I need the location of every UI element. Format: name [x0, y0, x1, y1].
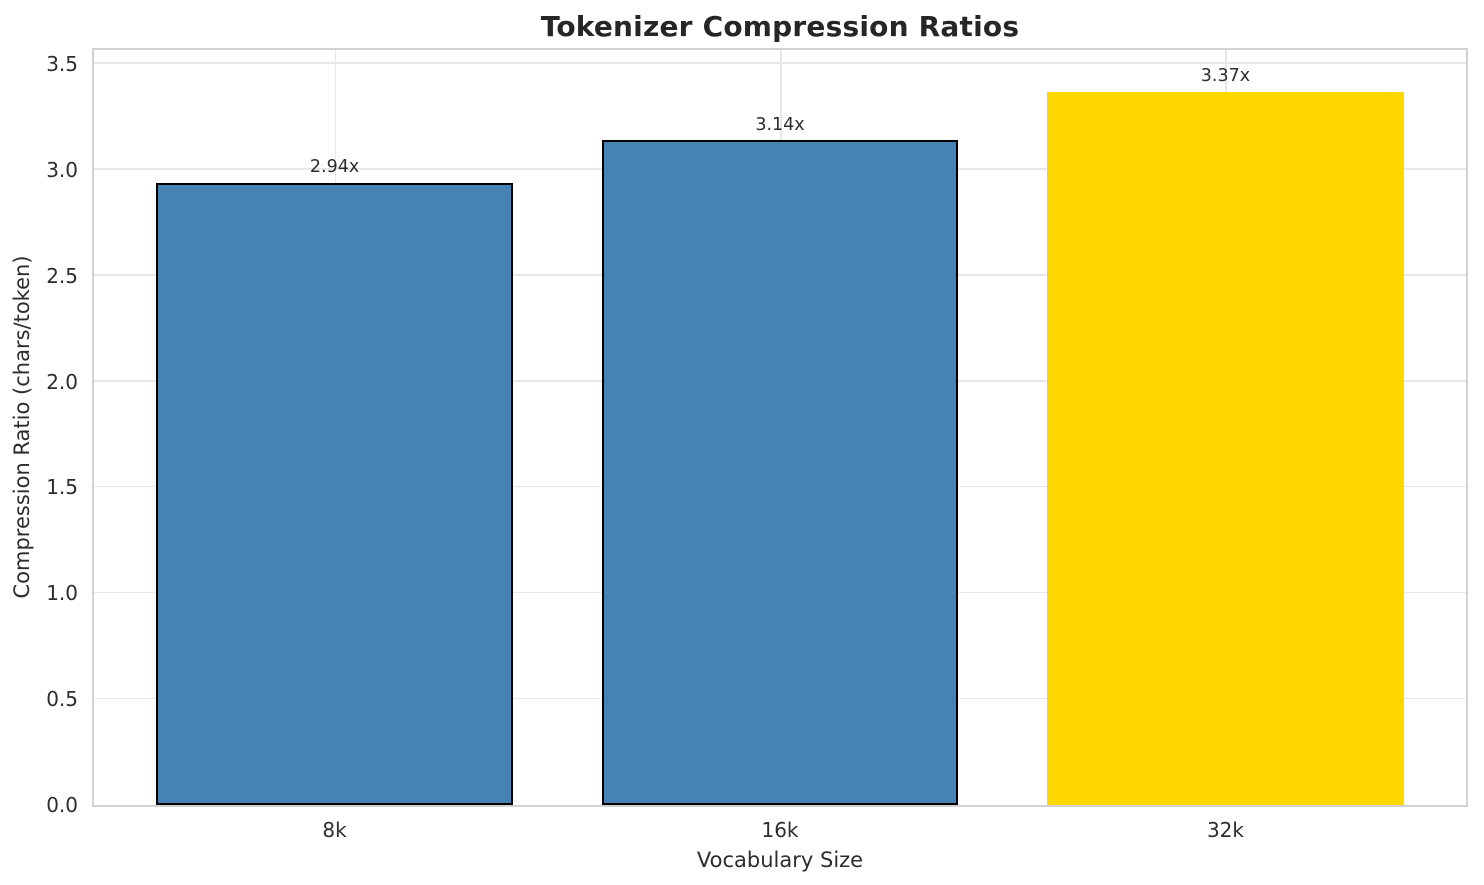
bar-value-label: 3.14x — [755, 114, 805, 135]
chart-title: Tokenizer Compression Ratios — [540, 10, 1020, 43]
y-tick-label: 3.0 — [46, 157, 78, 182]
bar-32k — [1047, 91, 1404, 805]
x-axis-title: Vocabulary Size — [696, 848, 864, 872]
y-tick-label: 3.5 — [46, 51, 78, 76]
bar-8k — [156, 182, 513, 805]
x-tick-label: 32k — [1206, 818, 1244, 842]
bar-value-label: 2.94x — [309, 157, 360, 178]
y-tick-label: 2.0 — [46, 369, 78, 394]
y-tick-label: 2.5 — [46, 263, 78, 288]
x-axis-tick-labels: 8k 16k 32k — [94, 816, 1466, 844]
y-tick-label: 1.5 — [46, 475, 78, 500]
x-tick-label: 8k — [322, 818, 347, 842]
y-tick-label: 0.5 — [46, 687, 78, 712]
y-tick-label: 1.0 — [46, 581, 78, 606]
bar-16k — [601, 140, 959, 805]
plot-area: 2.94x 3.14x 3.37x — [92, 48, 1468, 807]
x-tick-label: 16k — [761, 818, 799, 842]
bar-value-label: 3.37x — [1200, 66, 1251, 86]
y-tick-label: 0.0 — [46, 793, 78, 817]
y-axis-tick-labels: 0.0 0.5 1.0 1.5 2.0 2.5 3.0 3.5 — [0, 50, 78, 817]
